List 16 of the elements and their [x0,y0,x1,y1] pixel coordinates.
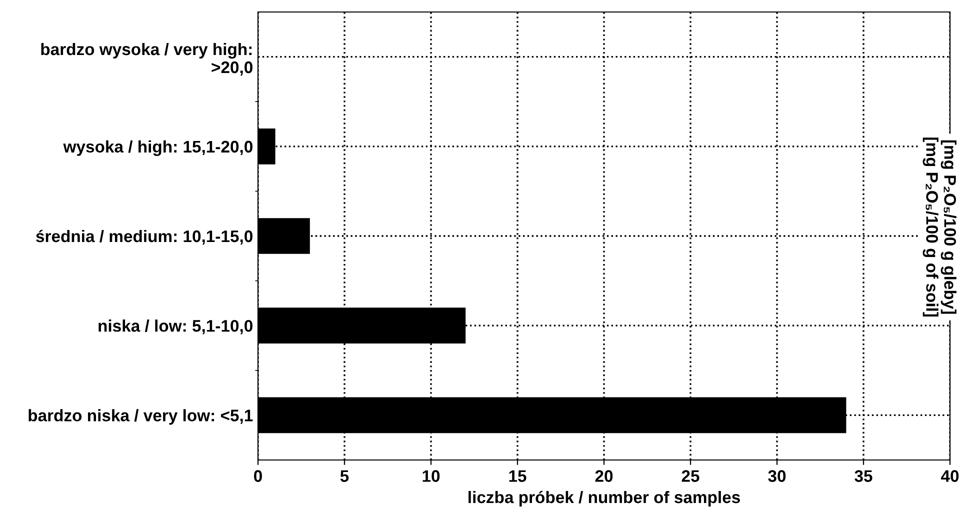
x-tick-label: 40 [940,470,959,482]
x-tick-label: 0 [254,470,262,482]
x-tick-label: 25 [682,470,700,482]
x-tick-label: 10 [422,470,440,482]
y-tick-label: średnia / medium: 10,1-15,0 [36,230,252,245]
x-tick-label: 15 [509,470,526,482]
annotation: [mg P₂O₅/100 g gleby] [mg P₂O₅/100 g of soil] [922,138,956,317]
y-tick-label: bardzo niska / very low: <5,1 [28,409,253,425]
y-tick-label: niska / low: 5,1-10,0 [98,320,252,334]
x-tick-label: 35 [854,470,872,482]
x-tick-label: 30 [768,470,786,482]
y-tick-label: bardzo wysoka / very high: >20,0 [41,42,252,76]
x-tick-label: 5 [340,470,349,482]
y-tick-label: wysoka / high: 15,1-20,0 [63,140,252,156]
x-tick-label: 20 [595,470,613,482]
x-axis-title: liczba próbek / number of samples [468,490,740,506]
